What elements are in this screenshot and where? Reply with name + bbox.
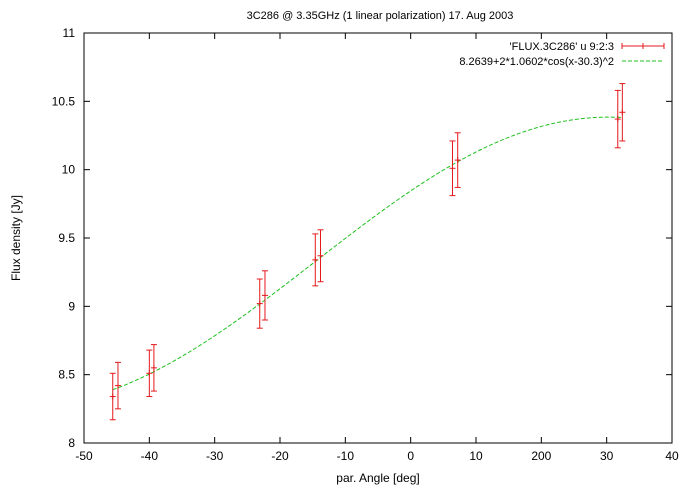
x-tick-label: -50 [75,449,93,463]
y-tick-label: 11 [63,26,76,40]
legend-label-fit: 8.2639+2*1.0602*cos(x-30.3)^2 [459,56,614,68]
y-tick-label: 8.5 [58,368,75,382]
y-tick-label: 8 [68,436,75,450]
x-tick-label: 30 [600,449,614,463]
plot-frame [83,32,673,444]
data-point [109,372,116,421]
legend-sample-flux [621,43,665,49]
data-point [312,233,319,287]
y-tick-label: 10.5 [52,94,76,108]
y-axis: 8 8.5 9 9.5 10 10.5 11 [52,26,672,450]
legend: 'FLUX.3C286' u 9:2:3 8.2639+2*1.0602*cos… [459,41,665,68]
x-axis: -50 -40 -30 -20 -10 0 10 200 30 40 [75,33,679,463]
data-point [150,344,157,392]
flux-errorbar-series [109,83,626,421]
x-tick-label: -20 [271,449,289,463]
x-tick-label: 40 [665,449,679,463]
x-tick-label: -40 [141,449,159,463]
data-point [256,278,263,329]
chart-title: 3C286 @ 3.35GHz (1 linear polarization) … [247,10,514,22]
x-tick-label: 0 [407,449,414,463]
data-point [619,83,626,142]
data-point [261,270,268,321]
data-point [146,349,153,398]
data-point [454,132,461,188]
legend-label-flux: 'FLUX.3C286' u 9:2:3 [510,41,614,53]
data-point [614,89,621,149]
x-axis-label: par. Angle [deg] [336,471,419,485]
fit-curve-series [112,116,623,391]
fit-curve [112,116,623,391]
y-tick-label: 9.5 [58,231,75,245]
x-tick-label: 200 [531,449,551,463]
x-tick-label: -30 [206,449,224,463]
y-tick-label: 9 [68,299,75,313]
y-axis-label: Flux density [Jy] [9,195,23,281]
data-point [114,361,121,410]
y-tick-label: 10 [62,163,76,177]
data-point [317,229,324,283]
x-tick-label: 10 [469,449,483,463]
data-point [449,140,456,197]
x-tick-label: -10 [337,449,355,463]
